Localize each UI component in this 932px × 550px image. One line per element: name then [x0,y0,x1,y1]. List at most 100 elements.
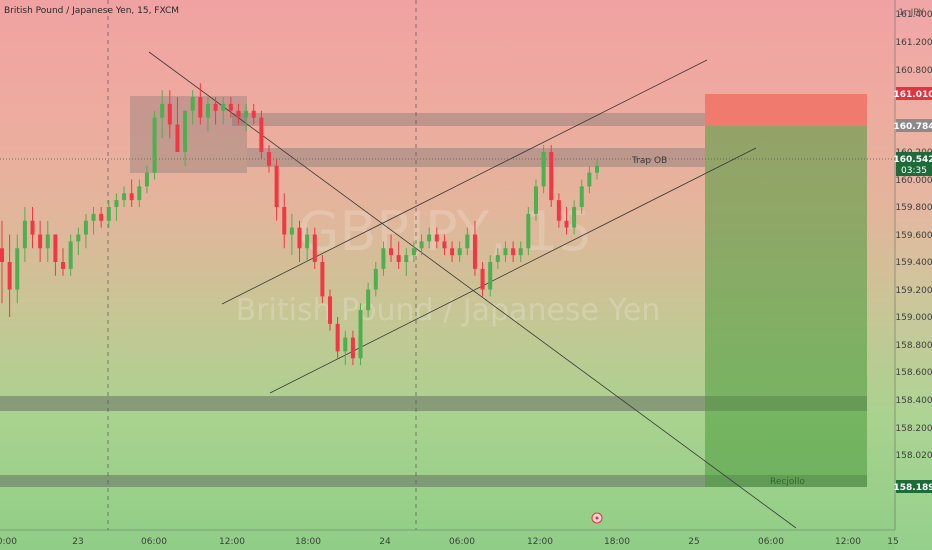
target-zone[interactable] [0,475,867,487]
candle [213,97,218,125]
symbol-title[interactable]: British Pound / Japanese Yen, 15, FXCM [4,6,180,16]
candle-body [259,117,264,152]
x-tick-label: 12:00 [219,537,245,547]
candle [518,241,523,262]
candle-body [198,97,203,118]
candle-body [549,152,554,201]
channel-upper-line[interactable] [221,59,708,305]
candle [419,234,424,256]
candle [167,90,172,139]
candle-body [358,310,363,359]
countdown-label: 03:35 [901,166,927,176]
candle [38,220,43,262]
candle [396,241,401,269]
candle-body [61,262,66,269]
y-tick-label: 159.000 [895,313,932,323]
order-block-zone[interactable] [130,96,247,173]
candle [0,220,4,304]
candle-body [579,186,584,207]
candle [495,248,500,269]
candle-body [373,268,378,290]
candle-body [221,103,226,111]
annotation-target: Recjollo [770,477,805,487]
candle [381,241,386,276]
candle-body [205,103,210,118]
candle [320,255,325,304]
y-tick-label: 158.400 [895,396,932,406]
candles [0,83,599,366]
candle-body [266,152,271,166]
candle [289,213,294,256]
candle [595,158,599,180]
stop-loss-area[interactable] [705,94,867,126]
candle [404,248,409,276]
candle-body [144,172,149,187]
candle-body [190,97,195,111]
candle-body [114,200,119,207]
candle [266,145,271,173]
session-break-icon[interactable] [591,512,603,524]
candle [335,317,340,359]
candle-body [282,207,287,235]
x-tick-label: 20:00 [0,537,17,547]
candle [541,145,546,194]
candle-body [434,234,439,242]
trap-ob-zone[interactable] [247,148,705,167]
demand-zone[interactable] [0,396,867,411]
candle-body [350,337,355,359]
candle [389,234,394,262]
candle [7,234,12,317]
candle [30,207,35,249]
candle-body [511,248,516,256]
candle [282,193,287,249]
candle-body [129,193,134,201]
candle-body [38,234,43,249]
candle-body [572,207,577,228]
watermark: GBPJPY, 15 British Pound / Japanese Yen [236,200,661,328]
x-tick-label: 12:00 [527,537,553,547]
candle-body [503,248,508,256]
candle-body [228,103,233,111]
short-position-tool[interactable] [705,94,867,487]
descending-trendline[interactable] [148,51,797,529]
candle-body [366,289,371,311]
candle-body [289,227,294,235]
candle [45,220,50,262]
candle-body [297,227,302,249]
candle-body [22,220,27,249]
stop-price-label-bg [896,87,932,100]
candle [259,110,264,159]
candle-body [595,165,599,173]
candle [129,179,134,207]
y-tick-label: 159.200 [895,286,932,296]
candle-body [396,255,401,262]
candle-body [213,103,218,111]
candle-body [106,207,111,221]
candle-body [91,213,96,221]
candle-body [533,186,538,214]
candle [61,248,66,276]
y-tick-label: 158.020 [895,451,932,461]
candle [152,110,157,180]
candle [488,255,493,297]
y-tick-label: 161.400 [895,10,932,20]
x-tick-label: 18:00 [295,537,321,547]
candle-body [343,337,348,352]
candle-body [442,241,447,249]
candle-body [404,255,409,262]
candle-body [274,165,279,207]
target-price-label: 158.189 [894,483,932,493]
candle [328,289,333,331]
candle-body [328,296,333,324]
price-labels: 161.010 160.784 160.542 03:35 158.189 [894,87,932,493]
y-tick-label: 159.600 [895,231,932,241]
take-profit-area[interactable] [705,126,867,487]
channel-lower-line[interactable] [269,147,757,394]
candle [198,83,203,125]
candle [236,103,241,125]
current-price-label: 160.542 [894,155,932,165]
resistance-zone[interactable] [232,113,705,126]
candle [68,234,73,276]
candle-body [137,186,142,201]
